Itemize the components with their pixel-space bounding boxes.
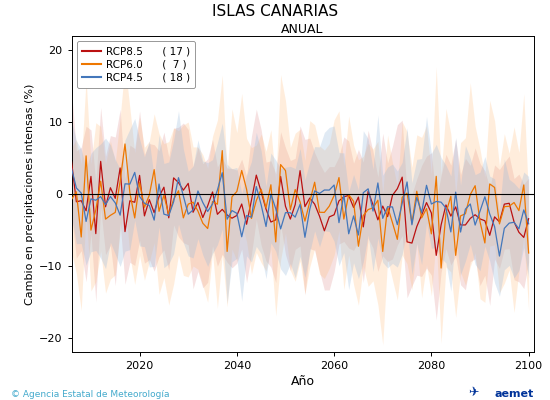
X-axis label: Año: Año [290,375,315,388]
Y-axis label: Cambio en precipitaciones intensas (%): Cambio en precipitaciones intensas (%) [25,83,35,305]
Title: ANUAL: ANUAL [281,23,324,36]
Legend: RCP8.5      ( 17 ), RCP6.0      (  7 ), RCP4.5      ( 18 ): RCP8.5 ( 17 ), RCP6.0 ( 7 ), RCP4.5 ( 18… [76,41,195,88]
Text: ✈: ✈ [468,386,478,399]
Text: ISLAS CANARIAS: ISLAS CANARIAS [212,4,338,19]
Text: © Agencia Estatal de Meteorología: © Agencia Estatal de Meteorología [11,390,169,399]
Text: aemet: aemet [494,389,534,399]
